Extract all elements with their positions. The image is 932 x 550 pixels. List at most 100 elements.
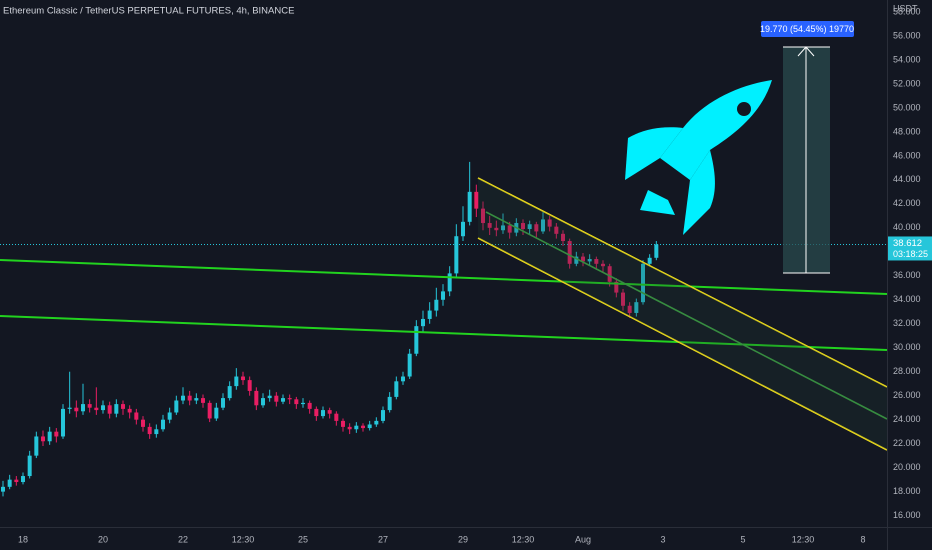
- candle-body: [534, 224, 539, 232]
- x-tick-label: 27: [378, 534, 388, 544]
- y-tick-label: 30.000: [893, 342, 921, 352]
- candle-body: [254, 390, 259, 406]
- candle-body: [634, 302, 639, 313]
- candle-body: [621, 292, 625, 306]
- x-tick-label: 12:30: [512, 534, 535, 544]
- candle-body: [107, 405, 112, 414]
- candle-body: [234, 376, 239, 387]
- candle-body: [21, 476, 25, 483]
- candle-body: [194, 398, 199, 401]
- rocket-window: [737, 102, 751, 116]
- candle-body: [474, 191, 479, 209]
- measure-arrow-head: [797, 46, 815, 57]
- channel-fill: [478, 178, 887, 450]
- candle-body: [41, 436, 45, 442]
- candle-body: [74, 407, 79, 412]
- candle-body: [207, 402, 212, 419]
- x-tick-label: 25: [298, 534, 308, 544]
- x-tick-label: 29: [458, 534, 468, 544]
- candle-body: [274, 395, 279, 402]
- candle-body: [241, 376, 245, 381]
- x-tick-label: 8: [860, 534, 865, 544]
- candle-body: [461, 221, 465, 237]
- candle-body: [47, 431, 52, 442]
- candle-body: [94, 407, 99, 411]
- candle-body: [434, 299, 439, 311]
- y-tick-label: 20.000: [893, 462, 921, 472]
- measure-label: 19.770 (54.45%) 19770: [760, 24, 854, 34]
- y-tick-label: 36.000: [893, 270, 921, 280]
- x-tick-label: 18: [18, 534, 28, 544]
- candle-body: [247, 380, 252, 391]
- y-tick-label: 56.000: [893, 30, 921, 40]
- x-tick-label: 22: [178, 534, 188, 544]
- candle-body: [101, 405, 105, 411]
- candle-body: [134, 412, 139, 420]
- trend-line: [0, 315, 888, 351]
- candle-body: [367, 424, 372, 429]
- trend-line: [0, 259, 888, 295]
- candle-body: [601, 263, 605, 267]
- candle-body: [327, 410, 332, 414]
- candle-body: [654, 244, 659, 258]
- candle-body: [581, 256, 585, 262]
- plot-area: [0, 161, 887, 497]
- candle-body: [341, 420, 345, 427]
- candle-body: [494, 227, 499, 231]
- candle-body: [521, 223, 525, 230]
- candle-body: [261, 398, 265, 406]
- candle-body: [407, 353, 412, 377]
- candle-body: [67, 407, 72, 409]
- rocket-fin: [683, 150, 715, 235]
- candle-body: [641, 263, 645, 303]
- candle-body: [481, 208, 485, 224]
- channel-middle: [485, 211, 888, 420]
- candle-body: [334, 413, 339, 421]
- y-tick-label: 46.000: [893, 150, 921, 160]
- candle-body: [301, 402, 305, 405]
- candle-body: [147, 426, 152, 435]
- y-tick-label: 50.000: [893, 102, 921, 112]
- x-tick-label: 12:30: [232, 534, 255, 544]
- y-tick-label: 24.000: [893, 414, 921, 424]
- candle-body: [214, 407, 219, 419]
- y-tick-label: 58.000: [893, 6, 921, 16]
- candle-body: [507, 225, 512, 233]
- measure-label-box: [761, 21, 854, 37]
- candle-body: [281, 398, 285, 402]
- candle-body: [587, 259, 592, 262]
- candle-body: [174, 400, 179, 413]
- candle-body: [167, 412, 172, 420]
- candle-body: [114, 404, 119, 414]
- y-tick-label: 52.000: [893, 78, 921, 88]
- candle-body: [561, 233, 565, 242]
- drawings: 19.770 (54.45%) 19770: [0, 21, 888, 451]
- countdown-label: 03:18:25: [893, 249, 928, 259]
- rocket-flame: [640, 190, 675, 215]
- candle-body: [427, 310, 432, 319]
- x-tick-label: Aug: [575, 534, 591, 544]
- candle-body: [394, 381, 399, 397]
- candle-body: [527, 224, 532, 230]
- candle-body: [161, 419, 165, 430]
- candle-body: [354, 425, 359, 430]
- y-tick-label: 26.000: [893, 390, 921, 400]
- rocket-fin: [625, 127, 683, 180]
- candle-body: [381, 410, 385, 421]
- candle-body: [267, 395, 272, 399]
- y-tick-label: 28.000: [893, 366, 921, 376]
- y-tick-label: 34.000: [893, 294, 921, 304]
- candle-body: [567, 241, 572, 264]
- candle-body: [154, 429, 159, 435]
- candle-body: [387, 396, 392, 411]
- chart-title: Ethereum Classic / TetherUS PERPETUAL FU…: [3, 6, 294, 17]
- candle-body: [374, 420, 379, 425]
- candle-body: [421, 318, 425, 327]
- channel-upper: [477, 177, 888, 388]
- candle-body: [181, 395, 185, 401]
- candle-body: [401, 376, 405, 382]
- candle-body: [81, 404, 85, 412]
- candle-body: [27, 455, 32, 477]
